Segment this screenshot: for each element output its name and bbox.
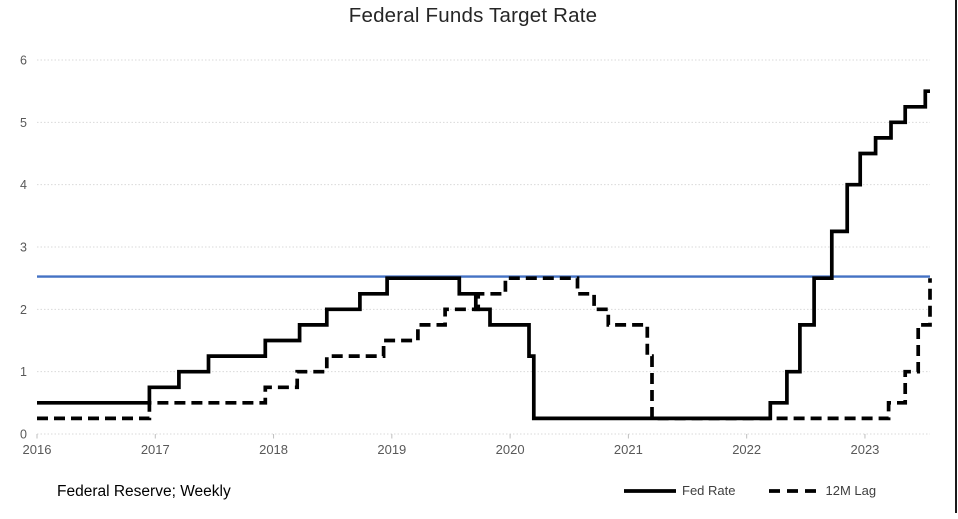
source-note: Federal Reserve; Weekly: [57, 483, 231, 500]
x-tick-label: 2021: [614, 442, 643, 457]
dashed-line-swatch-icon: [769, 488, 820, 493]
series-line-12m-lag: [37, 276, 932, 421]
x-tick-label: 2018: [259, 442, 288, 457]
y-tick-label: 3: [20, 241, 27, 255]
x-tick-label: 2023: [850, 442, 879, 457]
legend-item-fed-rate: Fed Rate: [623, 483, 735, 498]
x-tick-label: 2019: [377, 442, 406, 457]
x-tick-label: 2022: [732, 442, 761, 457]
x-tick-label: 2017: [141, 442, 170, 457]
y-tick-label: 6: [20, 54, 27, 68]
x-tick-label: 2016: [23, 442, 52, 457]
series-line-fed-rate: [37, 89, 930, 421]
legend-label-fed-rate: Fed Rate: [682, 483, 736, 498]
y-tick-label: 0: [20, 428, 27, 442]
y-tick-label: 5: [20, 116, 27, 130]
y-tick-label: 2: [20, 303, 27, 317]
solid-line-swatch-icon: [624, 488, 676, 493]
legend: Fed Rate 12M Lag: [623, 483, 876, 498]
legend-label-12m-lag: 12M Lag: [825, 483, 877, 498]
frame-border-right: [955, 0, 957, 513]
chart-title: Federal Funds Target Rate: [348, 4, 598, 27]
y-tick-label: 1: [20, 365, 27, 379]
x-tick-label: 2020: [496, 442, 525, 457]
legend-item-12m-lag: 12M Lag: [768, 483, 876, 498]
y-tick-label: 4: [20, 178, 27, 192]
